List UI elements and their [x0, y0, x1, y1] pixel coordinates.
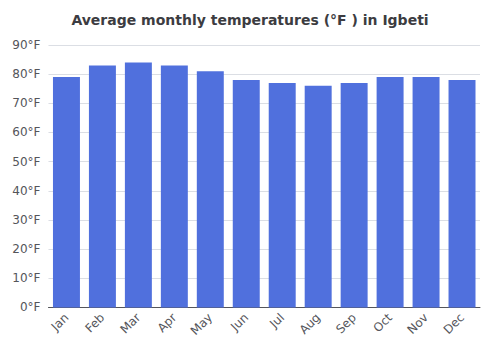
svg-text:90°F: 90°F [12, 38, 40, 52]
svg-text:Dec: Dec [441, 311, 467, 337]
svg-text:Aug: Aug [297, 311, 323, 337]
svg-text:Jan: Jan [48, 311, 72, 335]
svg-text:80°F: 80°F [12, 67, 40, 81]
svg-text:70°F: 70°F [12, 96, 40, 110]
svg-text:Mar: Mar [117, 310, 143, 336]
svg-text:May: May [188, 311, 215, 338]
svg-text:Nov: Nov [405, 311, 431, 337]
svg-text:Jun: Jun [227, 311, 251, 335]
svg-text:Feb: Feb [82, 311, 107, 336]
svg-text:40°F: 40°F [12, 184, 40, 198]
svg-text:Apr: Apr [155, 310, 180, 335]
svg-text:Average monthly temperatures (: Average monthly temperatures (°F ) in Ig… [71, 12, 428, 28]
svg-text:20°F: 20°F [12, 242, 40, 256]
svg-text:Sep: Sep [333, 311, 359, 337]
svg-text:0°F: 0°F [20, 300, 41, 314]
svg-text:Jul: Jul [266, 311, 287, 332]
svg-text:50°F: 50°F [12, 155, 40, 169]
svg-text:60°F: 60°F [12, 125, 40, 139]
svg-text:Oct: Oct [370, 310, 395, 335]
svg-text:10°F: 10°F [12, 271, 40, 285]
svg-text:30°F: 30°F [12, 213, 40, 227]
